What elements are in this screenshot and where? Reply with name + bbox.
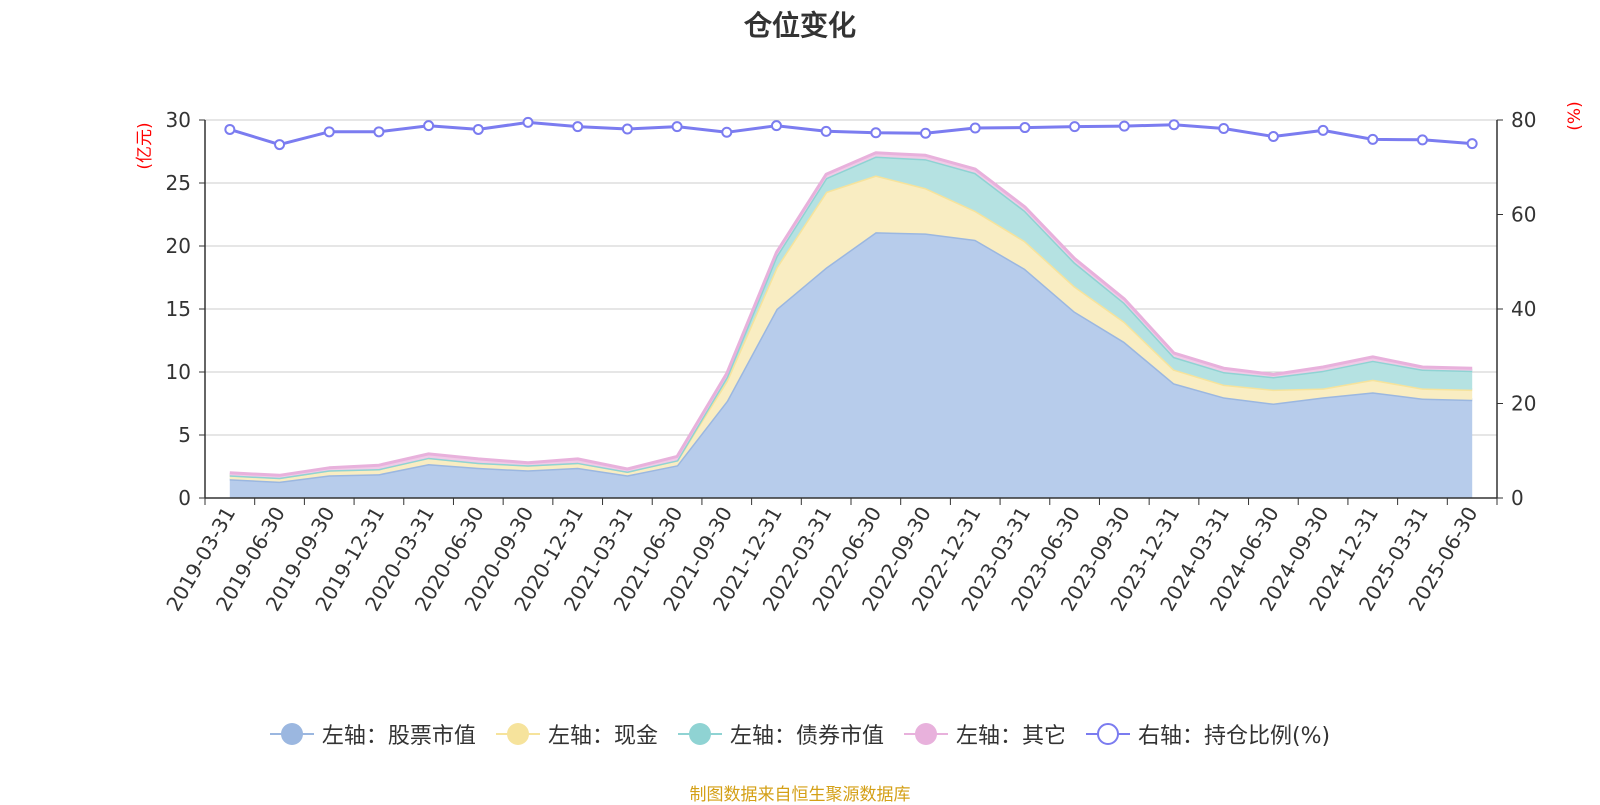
legend-symbol-icon bbox=[903, 722, 948, 746]
ratio-line bbox=[224, 116, 1478, 151]
legend-symbol-icon bbox=[495, 722, 540, 746]
legend-symbol-icon bbox=[677, 722, 722, 746]
area-0 bbox=[229, 232, 1473, 498]
ratio-point[interactable] bbox=[820, 125, 832, 137]
ratio-point[interactable] bbox=[1317, 124, 1329, 136]
ratio-point[interactable] bbox=[224, 123, 236, 135]
ratio-point[interactable] bbox=[671, 121, 683, 133]
legend-item[interactable]: 左轴：现金 bbox=[495, 718, 658, 750]
legend-label: 左轴：股票市值 bbox=[321, 724, 476, 749]
legend-label: 左轴：债券市值 bbox=[729, 724, 884, 749]
y-left-tick-label: 10 bbox=[166, 360, 191, 384]
ratio-point[interactable] bbox=[572, 121, 584, 133]
ratio-point[interactable] bbox=[522, 116, 534, 128]
y-axis-right-label: (%) bbox=[1565, 101, 1585, 130]
ratio-point[interactable] bbox=[1218, 123, 1230, 135]
y-right-tick-label: 0 bbox=[1511, 486, 1524, 510]
ratio-line-path bbox=[229, 120, 1473, 147]
y-right-tick-label: 20 bbox=[1511, 392, 1536, 416]
ratio-point[interactable] bbox=[1019, 122, 1031, 134]
chart-title: 仓位变化 bbox=[743, 9, 856, 42]
ratio-point[interactable] bbox=[1118, 120, 1130, 132]
legend-item[interactable]: 右轴：持仓比例(%) bbox=[1085, 718, 1331, 750]
ratio-point[interactable] bbox=[1466, 138, 1478, 150]
ratio-point[interactable] bbox=[472, 123, 484, 135]
y-axis-left-label: (亿元) bbox=[135, 122, 155, 169]
y-right-tick-label: 40 bbox=[1511, 297, 1536, 321]
ratio-point[interactable] bbox=[870, 127, 882, 139]
legend-symbol-icon bbox=[269, 722, 314, 746]
ratio-point[interactable] bbox=[721, 126, 733, 138]
y-left-tick-label: 20 bbox=[166, 234, 191, 258]
ratio-point[interactable] bbox=[920, 127, 932, 139]
source-note: 制图数据来自恒生聚源数据库 bbox=[689, 785, 911, 805]
y-left-tick-label: 25 bbox=[166, 171, 191, 195]
ratio-point[interactable] bbox=[621, 123, 633, 135]
legend: 左轴：股票市值 左轴：现金 左轴：债券市值 左轴：其它 右轴：持仓比例(%) bbox=[0, 718, 1600, 750]
legend-symbol-icon bbox=[1085, 722, 1130, 746]
ratio-point[interactable] bbox=[274, 139, 286, 151]
ratio-point[interactable] bbox=[770, 120, 782, 132]
legend-item[interactable]: 左轴：股票市值 bbox=[269, 718, 476, 750]
ratio-point[interactable] bbox=[1267, 131, 1279, 143]
legend-label: 左轴：现金 bbox=[547, 724, 658, 749]
y-right-tick-label: 80 bbox=[1511, 108, 1536, 132]
legend-label: 左轴：其它 bbox=[955, 724, 1066, 749]
ratio-point[interactable] bbox=[1416, 134, 1428, 146]
ratio-point[interactable] bbox=[969, 122, 981, 134]
ratio-point[interactable] bbox=[1367, 133, 1379, 145]
legend-item[interactable]: 左轴：其它 bbox=[903, 718, 1066, 750]
ratio-point[interactable] bbox=[1168, 119, 1180, 131]
area-edge-3 bbox=[229, 151, 1473, 477]
ratio-point[interactable] bbox=[323, 126, 335, 138]
y-left-tick-label: 15 bbox=[166, 297, 191, 321]
chart-canvas: 0510152025300204060802019-03-312019-06-3… bbox=[135, 101, 1585, 615]
y-right-tick-label: 60 bbox=[1511, 203, 1536, 227]
ratio-point[interactable] bbox=[373, 126, 385, 138]
y-left-tick-label: 5 bbox=[178, 423, 191, 447]
stacked-areas bbox=[229, 151, 1473, 498]
area-1 bbox=[229, 175, 1473, 482]
ratio-point[interactable] bbox=[1069, 121, 1081, 133]
ratio-point[interactable] bbox=[423, 120, 435, 132]
legend-label: 右轴：持仓比例(%) bbox=[1137, 724, 1331, 749]
legend-item[interactable]: 左轴：债券市值 bbox=[677, 718, 884, 750]
y-left-tick-label: 30 bbox=[166, 108, 191, 132]
y-left-tick-label: 0 bbox=[178, 486, 191, 510]
